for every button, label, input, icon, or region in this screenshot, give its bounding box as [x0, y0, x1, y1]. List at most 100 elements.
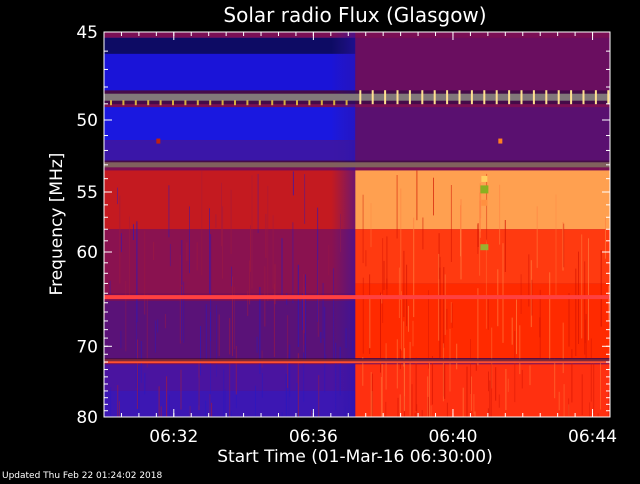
noise-streak [104, 226, 106, 318]
noise-streak [157, 319, 159, 333]
noise-streak [504, 220, 506, 272]
noise-streak [317, 207, 319, 322]
noise-streak [414, 412, 416, 417]
noise-streak [273, 283, 275, 357]
noise-streak [516, 299, 517, 355]
noise-streak [471, 376, 472, 411]
separator-71.5 [104, 358, 610, 362]
noise-streak [224, 388, 226, 417]
noise-streak [289, 344, 291, 397]
noise-streak [495, 367, 497, 401]
noise-streak [380, 292, 381, 373]
noise-streak [400, 188, 402, 300]
noise-streak [232, 276, 233, 357]
noise-streak [154, 320, 156, 353]
spike-mark [396, 90, 399, 105]
noise-streak [383, 260, 385, 291]
noise-streak [555, 194, 557, 296]
noise-streak [109, 280, 111, 294]
noise-streak [255, 385, 256, 417]
spike-mark [508, 90, 511, 105]
noise-streak [519, 325, 521, 375]
noise-streak [460, 205, 461, 257]
noise-streak [597, 413, 599, 417]
feature-blob [480, 244, 489, 251]
noise-streak [370, 203, 372, 248]
y-axis: 45 50 55 60 70 80 [76, 23, 610, 428]
noise-streak [397, 397, 399, 417]
spike-mark [359, 90, 362, 105]
noise-streak [422, 217, 424, 250]
noise-streak [288, 354, 290, 417]
spike-mark [296, 100, 298, 106]
noise-streak [477, 223, 479, 247]
noise-streak [433, 177, 434, 216]
noise-streak [427, 376, 429, 417]
noise-streak [328, 245, 330, 276]
noise-streak [507, 378, 509, 392]
noise-streak [562, 322, 564, 374]
noise-streak [475, 363, 477, 371]
noise-streak [120, 330, 122, 349]
noise-streak [135, 321, 137, 388]
noise-streak [539, 289, 541, 361]
band-pre-51-52 [104, 140, 356, 161]
noise-streak [600, 360, 601, 410]
noise-streak [456, 343, 458, 370]
noise-streak [581, 234, 583, 339]
noise-streak [412, 320, 414, 347]
noise-streak [144, 372, 146, 395]
feature-blob [481, 175, 488, 182]
noise-streak [485, 239, 487, 329]
plot-frame [103, 31, 611, 418]
band-pre-49-51 [104, 107, 356, 141]
noise-streak [487, 295, 489, 330]
noise-streak [470, 339, 471, 394]
spike-mark [446, 90, 449, 105]
feature-blob [498, 138, 503, 144]
noise-streak [585, 313, 587, 362]
noise-streak [431, 356, 433, 405]
band-post-45-48 [355, 37, 610, 91]
noise-streak [520, 274, 522, 314]
spike-mark [520, 90, 523, 105]
noise-streak [491, 327, 493, 389]
x-axis-label: Start Time (01-Mar-16 06:30:00) [217, 447, 492, 467]
noise-streak [584, 261, 586, 355]
spike-mark [333, 100, 336, 106]
noise-streak [120, 233, 122, 253]
noise-streak [529, 365, 531, 386]
spike-mark [408, 90, 411, 105]
noise-streak [421, 410, 423, 417]
noise-streak [189, 406, 191, 417]
noise-streak [183, 281, 185, 343]
noise-streak [189, 206, 190, 274]
spike-mark [607, 90, 610, 105]
band-pre-45-dark [104, 37, 356, 54]
spike-mark [532, 90, 535, 105]
noise-streak [287, 315, 289, 388]
noise-streak [439, 267, 441, 360]
noise-streak [381, 364, 383, 417]
y-tick-label: 70 [76, 337, 98, 357]
spike-mark [470, 90, 473, 105]
noise-streak [403, 250, 405, 317]
noise-streak [257, 173, 259, 233]
noise-streak [398, 267, 400, 318]
noise-streak [450, 302, 452, 323]
noise-streak [200, 326, 201, 376]
noise-streak [250, 225, 251, 272]
noise-streak [136, 221, 138, 323]
spike-mark [271, 100, 274, 106]
noise-streak [272, 215, 274, 289]
noise-streak [427, 396, 429, 417]
noise-streak [362, 357, 364, 386]
noise-streak [473, 394, 475, 415]
noise-streak [196, 242, 198, 271]
noise-streak [209, 394, 211, 417]
spike-mark [421, 90, 424, 105]
noise-streak [443, 356, 445, 397]
noise-streak [285, 373, 287, 417]
noise-streak [186, 242, 188, 261]
noise-streak [487, 408, 489, 417]
